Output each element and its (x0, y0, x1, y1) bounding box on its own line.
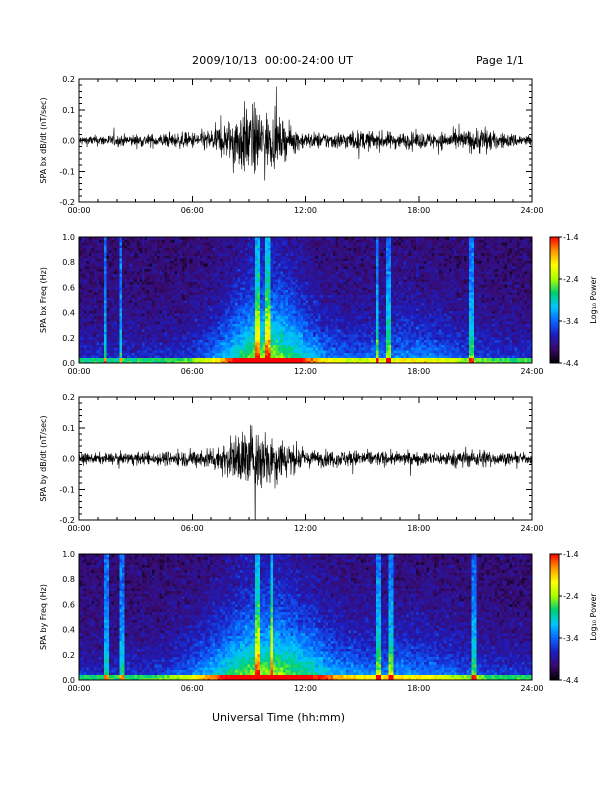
colorbar-by_spec: -1.4 -2.4 -3.4 -4.4 Log₁₀ Power (549, 550, 598, 685)
colorbar-tick-label-by_spec-2: -3.4 (563, 634, 579, 643)
plot-frame-by (78, 396, 533, 521)
x-tick-label-by_spec-2: 12:00 (294, 684, 317, 693)
y-tick-label-by_spec-3: 0.4 (62, 626, 75, 635)
y-axis-label-by: SPA by dB/dt (nT/sec) (39, 415, 48, 501)
x-tick-label-by-0: 00:00 (67, 524, 90, 533)
x-axis-title: Universal Time (hh:mm) (212, 711, 345, 724)
x-tick-label-bx_spec-4: 24:00 (520, 367, 543, 376)
x-tick-label-bx_spec-0: 00:00 (67, 367, 90, 376)
page-number: Page 1/1 (476, 54, 524, 67)
y-tick-label-bx-4: -0.2 (59, 198, 75, 207)
colorbar-frame-bx_spec (549, 236, 560, 364)
heatmap-cells-by_spec (79, 554, 533, 681)
x-tick-label-by_spec-0: 00:00 (67, 684, 90, 693)
y-axis-label-bx: SPA bx dB/dt (nT/sec) (39, 97, 48, 183)
y-tick-label-bx-2: 0.0 (62, 137, 75, 146)
colorbar-tick-label-bx_spec-3: -4.4 (563, 359, 579, 368)
colorbar-bx_spec: -1.4 -2.4 -3.4 -4.4 Log₁₀ Power (549, 233, 598, 368)
y-tick-label-bx-3: -0.1 (59, 167, 75, 176)
colorbar-tick-label-by_spec-3: -4.4 (563, 676, 579, 685)
heatmap-cells-bx_spec (79, 237, 533, 364)
y-axis-label-by_spec: SPA by Freq (Hz) (39, 584, 48, 650)
x-tick-label-bx-4: 24:00 (520, 206, 543, 215)
y-tick-label-by_spec-2: 0.6 (62, 600, 75, 609)
x-tick-label-bx_spec-2: 12:00 (294, 367, 317, 376)
panel-bx_spec: 00:00 06:00 12:00 18:00 24:00 1.0 0.8 0.6 0.4 0.2… (39, 233, 544, 376)
x-tick-label-bx-2: 12:00 (294, 206, 317, 215)
y-axis-label-bx_spec: SPA bx Freq (Hz) (39, 267, 48, 333)
panel-bx: 00:00 06:00 12:00 18:00 24:00 0.2 0.1 0.0 -0.1 -0… (39, 75, 544, 215)
x-tick-label-bx_spec-3: 18:00 (407, 367, 430, 376)
colorbar-tick-label-by_spec-1: -2.4 (563, 592, 579, 601)
y-tick-label-by-0: 0.2 (62, 393, 75, 402)
y-tick-label-bx-0: 0.2 (62, 75, 75, 84)
plot-frame-bx (78, 78, 533, 203)
y-tick-label-by_spec-5: 0.0 (62, 676, 75, 685)
x-tick-label-bx-0: 00:00 (67, 206, 90, 215)
colorbar-label-bx_spec: Log₁₀ Power (589, 276, 598, 324)
x-tick-label-by_spec-3: 18:00 (407, 684, 430, 693)
x-tick-label-by-1: 06:00 (181, 524, 204, 533)
y-tick-label-bx_spec-1: 0.8 (62, 258, 75, 267)
colorbar-tick-label-bx_spec-1: -2.4 (563, 275, 579, 284)
x-tick-label-bx-1: 06:00 (181, 206, 204, 215)
y-tick-label-by-3: -0.1 (59, 485, 75, 494)
x-tick-label-bx_spec-1: 06:00 (181, 367, 204, 376)
page-title: 2009/10/13 00:00-24:00 UT (192, 54, 354, 67)
y-tick-label-bx_spec-3: 0.4 (62, 309, 75, 318)
y-tick-label-bx_spec-4: 0.2 (62, 334, 75, 343)
y-tick-label-by_spec-0: 1.0 (62, 550, 75, 559)
panel-by_spec: 00:00 06:00 12:00 18:00 24:00 1.0 0.8 0.6 0.4 0.2… (39, 550, 544, 693)
colorbar-frame-by_spec (549, 553, 560, 681)
y-tick-label-by_spec-4: 0.2 (62, 651, 75, 660)
y-tick-label-by-4: -0.2 (59, 516, 75, 525)
colorbar-tick-label-bx_spec-2: -3.4 (563, 317, 579, 326)
series-line-bx (79, 86, 532, 181)
panel-by: 00:00 06:00 12:00 18:00 24:00 0.2 0.1 0.0 -0.1 -0… (39, 393, 544, 533)
plot-frame-bx_spec (78, 236, 533, 364)
y-tick-label-by-2: 0.0 (62, 455, 75, 464)
x-tick-label-bx-3: 18:00 (407, 206, 430, 215)
colorbar-tick-label-bx_spec-0: -1.4 (563, 233, 579, 242)
x-tick-label-by-2: 12:00 (294, 524, 317, 533)
y-tick-label-by-1: 0.1 (62, 424, 75, 433)
y-tick-label-bx_spec-2: 0.6 (62, 283, 75, 292)
x-tick-label-by_spec-4: 24:00 (520, 684, 543, 693)
x-tick-label-by-3: 18:00 (407, 524, 430, 533)
x-tick-label-by_spec-1: 06:00 (181, 684, 204, 693)
colorbar-label-by_spec: Log₁₀ Power (589, 593, 598, 641)
series-line-by (79, 424, 532, 520)
colorbar-tick-label-by_spec-0: -1.4 (563, 550, 579, 559)
x-tick-label-by-4: 24:00 (520, 524, 543, 533)
y-tick-label-by_spec-1: 0.8 (62, 575, 75, 584)
plot-frame-by_spec (78, 553, 533, 681)
y-tick-label-bx_spec-0: 1.0 (62, 233, 75, 242)
y-tick-label-bx_spec-5: 0.0 (62, 359, 75, 368)
y-tick-label-bx-1: 0.1 (62, 106, 75, 115)
